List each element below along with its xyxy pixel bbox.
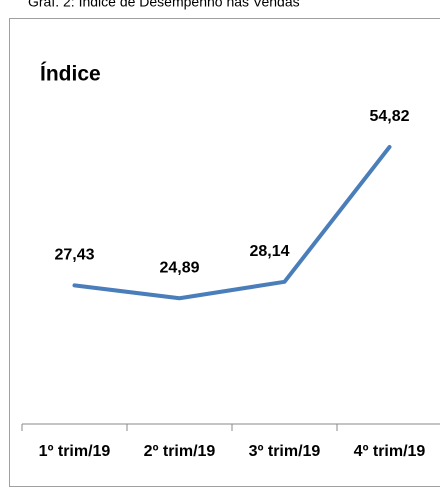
x-tick-label: 2º trim/19 <box>144 443 216 460</box>
data-label: 54,82 <box>369 108 409 125</box>
line <box>72 144 392 301</box>
x-tick-label: 3º trim/19 <box>249 443 321 460</box>
caption: Graf. 2: Índice de Desempenho nas Vendas <box>28 0 300 10</box>
chart-frame <box>9 18 440 487</box>
x-tick-label: 4º trim/19 <box>354 443 426 460</box>
chart-title: Índice <box>40 63 101 86</box>
data-label: 28,14 <box>249 243 289 260</box>
x-tick-label: 1º trim/19 <box>39 443 111 460</box>
data-label: 27,43 <box>54 247 94 264</box>
data-label: 24,89 <box>159 259 199 276</box>
